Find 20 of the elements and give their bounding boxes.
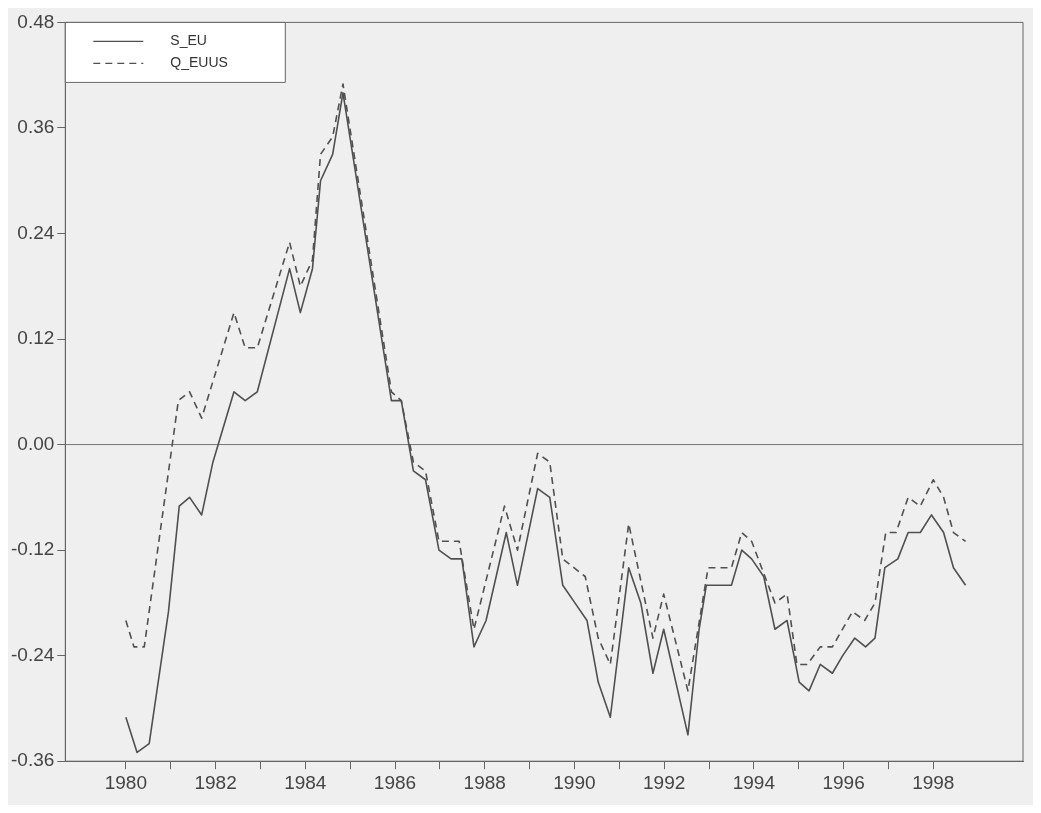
x-tick-label: 1980 bbox=[104, 771, 147, 793]
y-tick-label: 0.36 bbox=[17, 116, 55, 138]
x-tick-label: 1996 bbox=[822, 771, 865, 793]
y-tick-label: 0.00 bbox=[17, 432, 55, 454]
legend-label: S_EU bbox=[170, 32, 207, 49]
y-tick-label: 0.48 bbox=[17, 10, 55, 32]
y-tick-label: 0.12 bbox=[17, 327, 55, 349]
y-tick-label: -0.36 bbox=[10, 749, 55, 771]
x-tick-label: 1988 bbox=[463, 771, 506, 793]
y-tick-label: -0.24 bbox=[10, 643, 55, 665]
legend-label: Q_EUUS bbox=[170, 54, 228, 71]
x-tick-label: 1984 bbox=[284, 771, 327, 793]
x-tick-label: 1992 bbox=[643, 771, 686, 793]
y-tick-label: 0.24 bbox=[17, 221, 55, 243]
x-tick-label: 1986 bbox=[373, 771, 417, 793]
y-tick-label: -0.12 bbox=[10, 538, 55, 560]
x-tick-label: 1998 bbox=[912, 771, 955, 793]
x-tick-label: 1982 bbox=[194, 771, 237, 793]
x-tick-label: 1990 bbox=[553, 771, 596, 793]
x-tick-label: 1994 bbox=[732, 771, 776, 793]
